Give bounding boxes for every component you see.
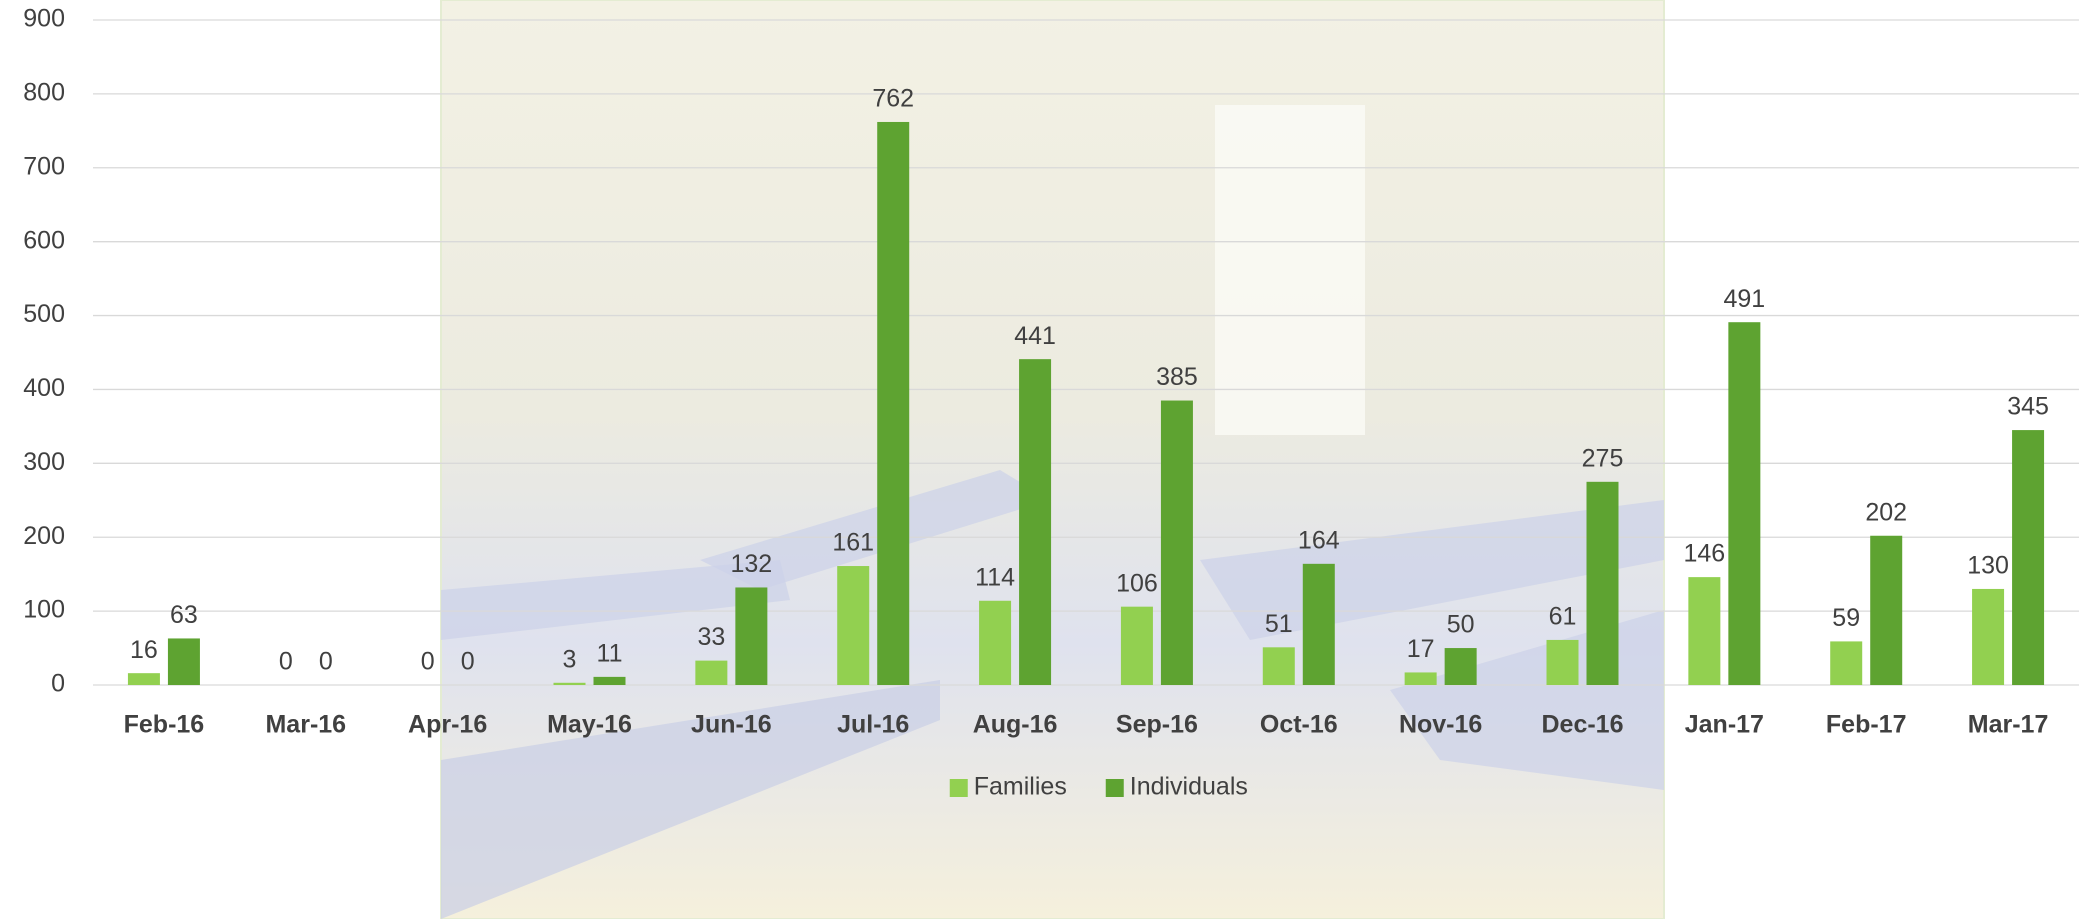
data-label: 11 xyxy=(597,639,623,667)
bar xyxy=(1830,641,1862,685)
bar xyxy=(695,661,727,685)
data-label: 0 xyxy=(421,648,435,676)
data-label: 130 xyxy=(1967,552,2009,580)
data-label: 161 xyxy=(832,529,874,557)
data-label: 59 xyxy=(1832,604,1860,632)
data-label: 0 xyxy=(279,648,293,676)
bar xyxy=(1019,359,1051,685)
x-tick-label: Nov-16 xyxy=(1399,711,1482,739)
data-label: 50 xyxy=(1447,611,1475,639)
bar xyxy=(594,677,626,685)
bar xyxy=(2012,430,2044,685)
x-tick-label: Sep-16 xyxy=(1116,711,1198,739)
data-label: 0 xyxy=(461,648,475,676)
x-tick-label: Dec-16 xyxy=(1542,711,1624,739)
data-label: 202 xyxy=(1865,498,1907,526)
data-label: 385 xyxy=(1156,363,1198,391)
bar xyxy=(1405,672,1437,685)
data-label: 17 xyxy=(1407,635,1435,663)
data-label: 33 xyxy=(697,623,725,651)
data-label: 441 xyxy=(1014,322,1056,350)
x-tick-label: Aug-16 xyxy=(973,711,1058,739)
data-label: 61 xyxy=(1549,603,1577,631)
legend-swatch xyxy=(1106,779,1124,797)
x-tick-label: Feb-17 xyxy=(1826,711,1907,739)
data-label: 275 xyxy=(1582,444,1624,472)
y-tick-label: 300 xyxy=(23,448,65,476)
legend-label: Individuals xyxy=(1130,773,1248,801)
bar xyxy=(735,587,767,685)
bar xyxy=(1121,607,1153,685)
bar xyxy=(1303,564,1335,685)
x-tick-label: Mar-16 xyxy=(265,711,346,739)
bar xyxy=(1161,401,1193,685)
y-tick-label: 0 xyxy=(51,670,65,698)
bar xyxy=(1587,482,1619,685)
legend-label: Families xyxy=(974,773,1067,801)
x-tick-label: Oct-16 xyxy=(1260,711,1338,739)
data-label: 106 xyxy=(1116,569,1158,597)
x-tick-label: May-16 xyxy=(547,711,632,739)
bar xyxy=(837,566,869,685)
data-label: 345 xyxy=(2007,393,2049,421)
x-tick-label: Jul-16 xyxy=(837,711,909,739)
bar xyxy=(128,673,160,685)
data-label: 0 xyxy=(319,648,333,676)
bar xyxy=(1688,577,1720,685)
data-label: 114 xyxy=(975,563,1015,591)
x-tick-label: Jun-16 xyxy=(691,711,772,739)
bar xyxy=(554,683,586,685)
bar xyxy=(1547,640,1579,685)
data-label: 146 xyxy=(1683,540,1725,568)
data-label: 51 xyxy=(1265,610,1293,638)
legend-swatch xyxy=(950,779,968,797)
x-tick-label: Feb-16 xyxy=(124,711,205,739)
bar xyxy=(979,601,1011,685)
bar xyxy=(1263,647,1295,685)
x-tick-label: Mar-17 xyxy=(1968,711,2049,739)
bar xyxy=(1870,536,1902,685)
bar xyxy=(168,638,200,685)
data-label: 164 xyxy=(1298,526,1340,554)
y-tick-label: 500 xyxy=(23,300,65,328)
y-tick-label: 700 xyxy=(23,152,65,180)
y-tick-label: 400 xyxy=(23,374,65,402)
y-tick-label: 800 xyxy=(23,78,65,106)
chart: 0100200300400500600700800900Feb-161663Ma… xyxy=(0,0,2079,919)
data-label: 16 xyxy=(130,636,158,664)
x-tick-label: Jan-17 xyxy=(1685,711,1764,739)
y-tick-label: 600 xyxy=(23,226,65,254)
data-label: 762 xyxy=(872,85,914,113)
bar xyxy=(1972,589,2004,685)
y-tick-label: 200 xyxy=(23,522,65,550)
data-label: 491 xyxy=(1723,285,1765,313)
data-label: 132 xyxy=(730,550,772,578)
bar xyxy=(877,122,909,685)
bar xyxy=(1445,648,1477,685)
data-label: 3 xyxy=(563,645,577,673)
y-tick-label: 900 xyxy=(23,5,65,33)
data-label: 63 xyxy=(170,601,198,629)
x-tick-label: Apr-16 xyxy=(408,711,487,739)
y-tick-label: 100 xyxy=(23,596,65,624)
bar xyxy=(1728,322,1760,685)
